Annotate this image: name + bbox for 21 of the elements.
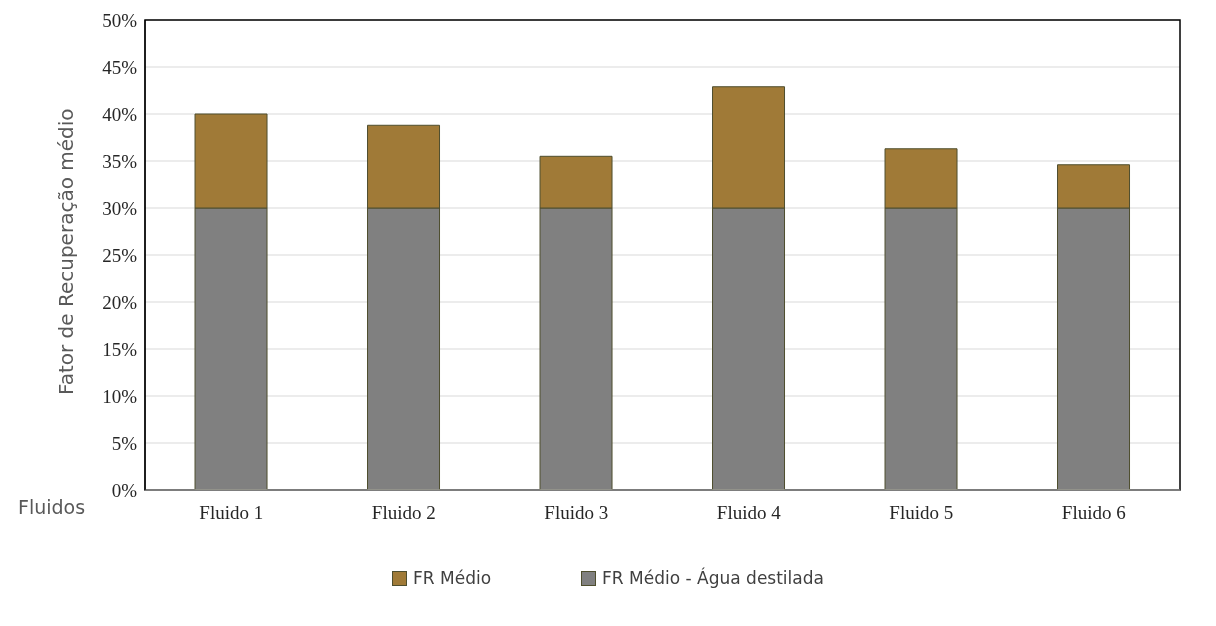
legend-label: FR Médio - Água destilada xyxy=(601,568,824,588)
y-tick-label: 5% xyxy=(111,432,138,454)
y-tick-label: 30% xyxy=(102,197,138,219)
y-tick-label: 10% xyxy=(102,385,138,407)
y-tick-label: 50% xyxy=(102,9,138,31)
x-tick-label: Fluido 5 xyxy=(889,502,954,524)
legend-label: FR Médio xyxy=(412,568,492,588)
y-tick-label: 45% xyxy=(102,56,138,78)
x-axis-title: Fluidos xyxy=(18,496,86,518)
y-tick-label: 40% xyxy=(102,103,138,125)
x-tick-label: Fluido 6 xyxy=(1061,502,1126,524)
x-tick-label: Fluido 3 xyxy=(544,502,609,524)
x-tick-label: Fluido 2 xyxy=(371,502,436,524)
x-tick-label: Fluido 4 xyxy=(716,502,782,524)
y-tick-label: 20% xyxy=(102,291,138,313)
y-tick-label: 25% xyxy=(102,244,138,266)
y-axis-title: Fator de Recuperação médio xyxy=(54,108,79,395)
y-tick-label: 0% xyxy=(111,479,138,501)
y-tick-label: 15% xyxy=(102,338,138,360)
y-tick-label: 35% xyxy=(102,150,138,172)
x-tick-label: Fluido 1 xyxy=(199,502,264,524)
